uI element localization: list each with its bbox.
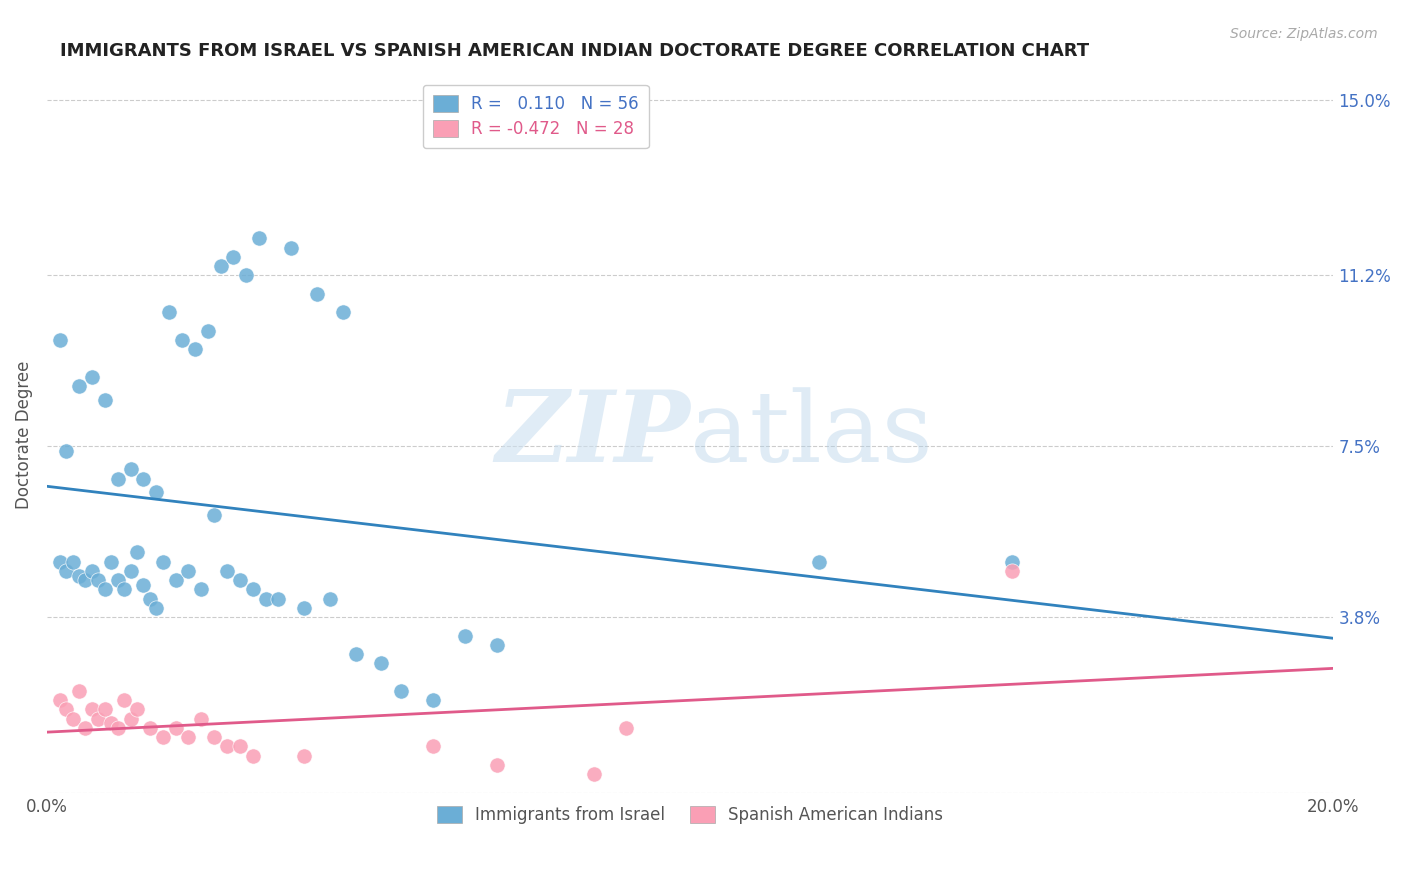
Point xyxy=(80,370,103,384)
Point xyxy=(120,462,142,476)
Point xyxy=(67,568,90,582)
Point xyxy=(1001,564,1024,578)
Point xyxy=(307,286,329,301)
Point xyxy=(48,333,70,347)
Point xyxy=(145,600,167,615)
Point xyxy=(67,684,90,698)
Point xyxy=(87,712,110,726)
Point xyxy=(235,268,257,283)
Point xyxy=(229,573,252,587)
Point xyxy=(120,564,142,578)
Point xyxy=(202,730,225,744)
Point xyxy=(132,578,155,592)
Point xyxy=(125,545,148,559)
Point xyxy=(80,564,103,578)
Point xyxy=(107,573,129,587)
Point xyxy=(94,702,117,716)
Point xyxy=(344,647,367,661)
Point xyxy=(75,573,97,587)
Point xyxy=(370,657,392,671)
Text: ZIP: ZIP xyxy=(495,386,690,483)
Point xyxy=(170,333,193,347)
Point xyxy=(177,730,200,744)
Point xyxy=(222,250,245,264)
Point xyxy=(215,564,238,578)
Point xyxy=(94,582,117,597)
Point xyxy=(48,555,70,569)
Point xyxy=(55,702,77,716)
Point xyxy=(242,748,264,763)
Point xyxy=(132,471,155,485)
Point xyxy=(190,582,212,597)
Point xyxy=(94,392,117,407)
Point xyxy=(422,693,444,707)
Point xyxy=(247,231,270,245)
Point xyxy=(152,555,174,569)
Point xyxy=(242,582,264,597)
Point xyxy=(100,716,122,731)
Point xyxy=(215,739,238,754)
Point xyxy=(80,702,103,716)
Text: IMMIGRANTS FROM ISRAEL VS SPANISH AMERICAN INDIAN DOCTORATE DEGREE CORRELATION C: IMMIGRANTS FROM ISRAEL VS SPANISH AMERIC… xyxy=(59,42,1088,60)
Point xyxy=(107,721,129,735)
Point xyxy=(229,739,252,754)
Y-axis label: Doctorate Degree: Doctorate Degree xyxy=(15,360,32,508)
Point xyxy=(67,379,90,393)
Point xyxy=(62,555,84,569)
Point xyxy=(100,555,122,569)
Point xyxy=(197,324,219,338)
Point xyxy=(454,629,477,643)
Point xyxy=(582,767,605,781)
Point xyxy=(1001,555,1024,569)
Point xyxy=(55,564,77,578)
Text: Source: ZipAtlas.com: Source: ZipAtlas.com xyxy=(1230,27,1378,41)
Point xyxy=(486,758,509,772)
Point xyxy=(112,582,135,597)
Point xyxy=(145,485,167,500)
Point xyxy=(125,702,148,716)
Point xyxy=(139,721,162,735)
Point xyxy=(107,471,129,485)
Text: atlas: atlas xyxy=(690,387,934,483)
Point xyxy=(486,638,509,652)
Point xyxy=(332,305,354,319)
Point xyxy=(48,693,70,707)
Point xyxy=(87,573,110,587)
Point xyxy=(319,591,342,606)
Point xyxy=(177,564,200,578)
Point xyxy=(280,240,302,254)
Legend: Immigrants from Israel, Spanish American Indians: Immigrants from Israel, Spanish American… xyxy=(427,797,953,834)
Point xyxy=(292,600,315,615)
Point xyxy=(209,259,232,273)
Point xyxy=(190,712,212,726)
Point xyxy=(165,573,187,587)
Point xyxy=(55,443,77,458)
Point xyxy=(202,508,225,523)
Point xyxy=(422,739,444,754)
Point xyxy=(120,712,142,726)
Point xyxy=(807,555,830,569)
Point xyxy=(157,305,180,319)
Point xyxy=(254,591,277,606)
Point xyxy=(267,591,290,606)
Point xyxy=(75,721,97,735)
Point xyxy=(152,730,174,744)
Point xyxy=(62,712,84,726)
Point xyxy=(184,342,207,356)
Point xyxy=(389,684,412,698)
Point xyxy=(292,748,315,763)
Point xyxy=(165,721,187,735)
Point xyxy=(139,591,162,606)
Point xyxy=(614,721,637,735)
Point xyxy=(112,693,135,707)
